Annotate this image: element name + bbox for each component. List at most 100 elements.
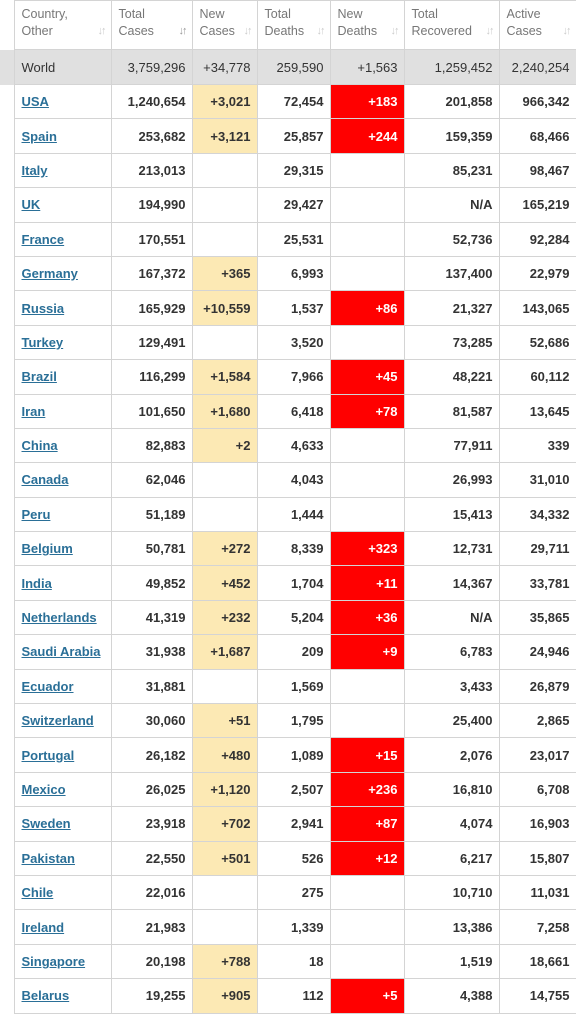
new-deaths: +5 — [329, 978, 405, 1014]
total-deaths: 1,537 — [256, 290, 331, 326]
country-link[interactable]: Peru — [21, 506, 51, 522]
new-deaths — [329, 909, 405, 945]
country-link[interactable]: Saudi Arabia — [21, 644, 101, 660]
total-recovered: 16,810 — [403, 771, 500, 808]
country-link[interactable]: Ecuador — [21, 678, 74, 694]
total-recovered: 4,388 — [403, 978, 500, 1014]
new-cases: +480 — [191, 737, 258, 773]
total-deaths: 29,427 — [256, 187, 331, 223]
new-deaths — [329, 943, 405, 980]
new-cases — [191, 909, 258, 945]
country-name: World — [13, 49, 112, 85]
new-deaths: +36 — [329, 599, 405, 636]
new-cases: +272 — [191, 531, 258, 567]
header-label: Total Recovered — [411, 7, 472, 38]
left-gutter — [0, 290, 14, 326]
country-link[interactable]: Mexico — [21, 782, 66, 797]
header-total-cases[interactable]: Total Cases ↓↑ — [110, 0, 193, 50]
header-country[interactable]: Country, Other ↓↑ — [13, 0, 112, 50]
table-row: USA 1,240,654 +3,021 72,454 +183 201,858 966,3… — [0, 83, 576, 120]
new-cases — [191, 874, 258, 911]
total-deaths: 259,590 — [256, 49, 331, 85]
header-label: New Deaths — [337, 7, 378, 38]
country-link[interactable]: Brazil — [21, 369, 57, 385]
header-total-recovered[interactable]: Total Recovered ↓↑ — [403, 0, 500, 50]
total-deaths: 1,569 — [256, 668, 331, 705]
active-cases: 16,903 — [498, 806, 576, 842]
total-deaths: 25,531 — [256, 221, 331, 257]
table-row: Italy 213,013 29,315 85,231 98,467 — [0, 152, 576, 189]
total-deaths: 6,993 — [256, 255, 331, 292]
country-link[interactable]: Russia — [21, 300, 65, 316]
country-link[interactable]: Iran — [21, 403, 46, 419]
new-cases — [191, 187, 258, 223]
country-link[interactable]: France — [21, 231, 65, 247]
total-recovered: 26,993 — [403, 462, 500, 498]
country-link-cell: Russia — [13, 290, 112, 326]
total-recovered: 6,783 — [403, 634, 500, 670]
header-new-cases[interactable]: New Cases ↓↑ — [191, 0, 258, 50]
active-cases: 24,946 — [498, 634, 576, 670]
country-link[interactable]: Canada — [21, 472, 69, 488]
country-link-cell: Ecuador — [13, 668, 112, 705]
total-deaths: 1,704 — [256, 565, 331, 601]
country-link[interactable]: Ireland — [21, 919, 65, 935]
header-new-deaths[interactable]: New Deaths ↓↑ — [329, 0, 405, 50]
country-link[interactable]: China — [21, 438, 58, 454]
left-gutter — [0, 187, 14, 223]
new-deaths — [329, 324, 405, 361]
country-link[interactable]: Pakistan — [21, 850, 75, 866]
new-deaths: +78 — [329, 393, 405, 429]
total-cases: 22,016 — [110, 874, 193, 911]
active-cases: 29,711 — [498, 531, 576, 567]
country-link[interactable]: Germany — [21, 266, 78, 282]
left-gutter — [0, 806, 14, 842]
country-link[interactable]: India — [21, 575, 52, 591]
new-deaths — [329, 874, 405, 911]
total-cases: 31,938 — [110, 634, 193, 670]
total-recovered: 85,231 — [403, 152, 500, 189]
total-recovered: 6,217 — [403, 840, 500, 876]
country-link-cell: China — [13, 427, 112, 464]
new-cases — [191, 221, 258, 257]
country-link[interactable]: Turkey — [21, 334, 64, 350]
active-cases: 23,017 — [498, 737, 576, 773]
country-link[interactable]: Spain — [21, 128, 57, 144]
country-link[interactable]: Netherlands — [21, 610, 97, 626]
country-link[interactable]: Singapore — [21, 953, 86, 969]
country-link[interactable]: Sweden — [21, 816, 71, 832]
left-gutter — [0, 978, 14, 1014]
country-link-cell: Italy — [13, 152, 112, 189]
new-deaths: +11 — [329, 565, 405, 601]
new-cases: +1,680 — [191, 393, 258, 429]
total-recovered: 48,221 — [403, 359, 500, 395]
table-row: Iran 101,650 +1,680 6,418 +78 81,587 13,645 — [0, 393, 576, 429]
country-link[interactable]: Switzerland — [21, 713, 94, 729]
new-deaths: +183 — [329, 83, 405, 120]
total-cases: 194,990 — [110, 187, 193, 223]
country-link-cell: Pakistan — [13, 840, 112, 876]
country-link[interactable]: Belgium — [21, 541, 73, 557]
total-cases: 170,551 — [110, 221, 193, 257]
country-link[interactable]: Italy — [21, 162, 48, 178]
active-cases: 33,781 — [498, 565, 576, 601]
country-link[interactable]: USA — [21, 94, 49, 110]
country-link[interactable]: Chile — [21, 885, 54, 901]
country-link[interactable]: Portugal — [21, 747, 75, 763]
country-link[interactable]: Belarus — [21, 988, 70, 1004]
total-recovered: 21,327 — [403, 290, 500, 326]
header-active-cases[interactable]: Active Cases ↓↑ — [498, 0, 576, 50]
left-gutter — [0, 634, 14, 670]
country-link[interactable]: UK — [21, 197, 41, 213]
table-row: Canada 62,046 4,043 26,993 31,010 — [0, 462, 576, 498]
active-cases: 31,010 — [498, 462, 576, 498]
total-cases: 253,682 — [110, 118, 193, 154]
active-cases: 165,219 — [498, 187, 576, 223]
active-cases: 13,645 — [498, 393, 576, 429]
new-cases: +1,687 — [191, 634, 258, 670]
total-recovered: 73,285 — [403, 324, 500, 361]
new-deaths — [329, 221, 405, 257]
active-cases: 11,031 — [498, 874, 576, 911]
country-link-cell: Iran — [13, 393, 112, 429]
header-total-deaths[interactable]: Total Deaths ↓↑ — [256, 0, 331, 50]
